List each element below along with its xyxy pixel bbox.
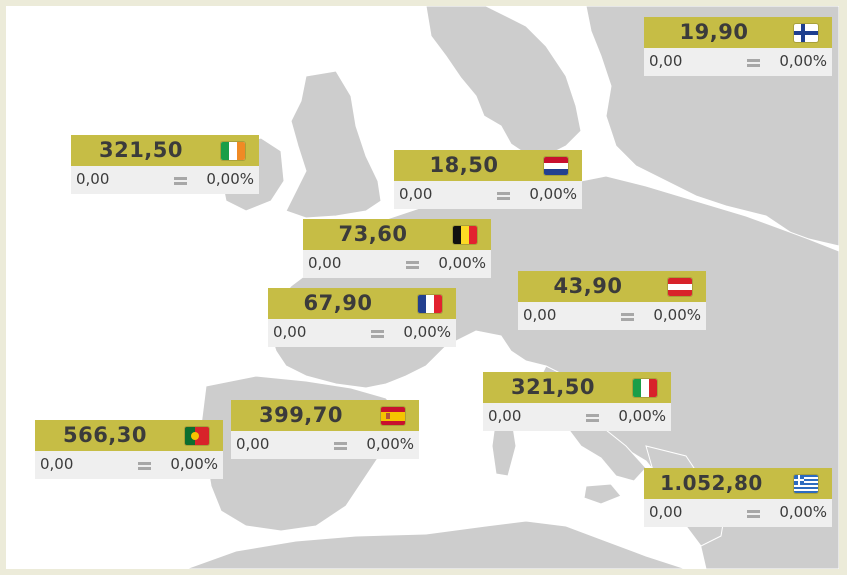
price-header: 321,50 [483,372,671,403]
unchanged-icon [174,177,187,185]
change-value: 0,00 [523,306,557,324]
change-value: 0,00 [273,323,307,341]
netherlands-flag-icon [544,157,568,175]
change-value: 0,00 [488,407,522,425]
change-row: 0,00 0,00% [483,403,671,431]
austria-price-box[interactable]: 43,90 0,00 0,00% [518,271,706,330]
portugal-price-box[interactable]: 566,30 0,00 0,00% [35,420,223,479]
unchanged-icon [371,330,384,338]
change-row: 0,00 0,00% [268,319,456,347]
scandinavia-landmass [425,6,582,157]
price-value: 43,90 [553,274,623,298]
greece-price-box[interactable]: 1.052,80 0,00 0,00% [644,468,832,527]
change-percent: 0,00% [529,185,577,203]
change-percent: 0,00% [170,455,218,473]
finland-price-box[interactable]: 19,90 0,00 0,00% [644,17,832,76]
price-header: 18,50 [394,150,582,181]
north-africa [185,520,687,569]
sicily [583,483,622,505]
greece-flag-icon [794,475,818,493]
price-value: 1.052,80 [660,471,763,495]
austria-flag-icon [668,278,692,296]
unchanged-icon [334,442,347,450]
change-value: 0,00 [649,503,683,521]
change-value: 0,00 [649,52,683,70]
change-percent: 0,00% [438,254,486,272]
ireland-flag-icon [221,142,245,160]
change-value: 0,00 [236,435,270,453]
unchanged-icon [586,414,599,422]
change-percent: 0,00% [366,435,414,453]
change-value: 0,00 [399,185,433,203]
change-row: 0,00 0,00% [518,302,706,330]
unchanged-icon [497,192,510,200]
price-header: 321,50 [71,135,259,166]
price-value: 67,90 [303,291,373,315]
price-header: 399,70 [231,400,419,431]
unchanged-icon [747,510,760,518]
change-percent: 0,00% [653,306,701,324]
change-percent: 0,00% [779,52,827,70]
unchanged-icon [621,313,634,321]
price-header: 67,90 [268,288,456,319]
unchanged-icon [747,59,760,67]
price-header: 43,90 [518,271,706,302]
price-header: 566,30 [35,420,223,451]
change-row: 0,00 0,00% [303,250,491,278]
great-britain [285,70,382,219]
unchanged-icon [138,462,151,470]
portugal-flag-icon [185,427,209,445]
change-row: 0,00 0,00% [35,451,223,479]
price-value: 399,70 [258,403,344,427]
italy-price-box[interactable]: 321,50 0,00 0,00% [483,372,671,431]
finland-flag-icon [794,24,818,42]
price-header: 1.052,80 [644,468,832,499]
spain-price-box[interactable]: 399,70 0,00 0,00% [231,400,419,459]
change-value: 0,00 [308,254,342,272]
price-value: 321,50 [510,375,596,399]
change-row: 0,00 0,00% [71,166,259,194]
belgium-flag-icon [453,226,477,244]
price-value: 18,50 [429,153,499,177]
price-value: 321,50 [98,138,184,162]
change-percent: 0,00% [779,503,827,521]
change-percent: 0,00% [618,407,666,425]
change-row: 0,00 0,00% [231,431,419,459]
italy-flag-icon [633,379,657,397]
change-row: 0,00 0,00% [644,48,832,76]
belgium-price-box[interactable]: 73,60 0,00 0,00% [303,219,491,278]
france-flag-icon [418,295,442,313]
price-value: 566,30 [62,423,148,447]
price-value: 73,60 [338,222,408,246]
change-percent: 0,00% [403,323,451,341]
ireland-price-box[interactable]: 321,50 0,00 0,00% [71,135,259,194]
change-value: 0,00 [40,455,74,473]
change-row: 0,00 0,00% [394,181,582,209]
change-value: 0,00 [76,170,110,188]
price-value: 19,90 [679,20,749,44]
spain-flag-icon [381,407,405,425]
price-header: 19,90 [644,17,832,48]
unchanged-icon [406,261,419,269]
france-price-box[interactable]: 67,90 0,00 0,00% [268,288,456,347]
price-header: 73,60 [303,219,491,250]
netherlands-price-box[interactable]: 18,50 0,00 0,00% [394,150,582,209]
change-row: 0,00 0,00% [644,499,832,527]
map-panel: 19,90 0,00 0,00% 321,50 0,00 0,00% [6,6,839,569]
change-percent: 0,00% [206,170,254,188]
